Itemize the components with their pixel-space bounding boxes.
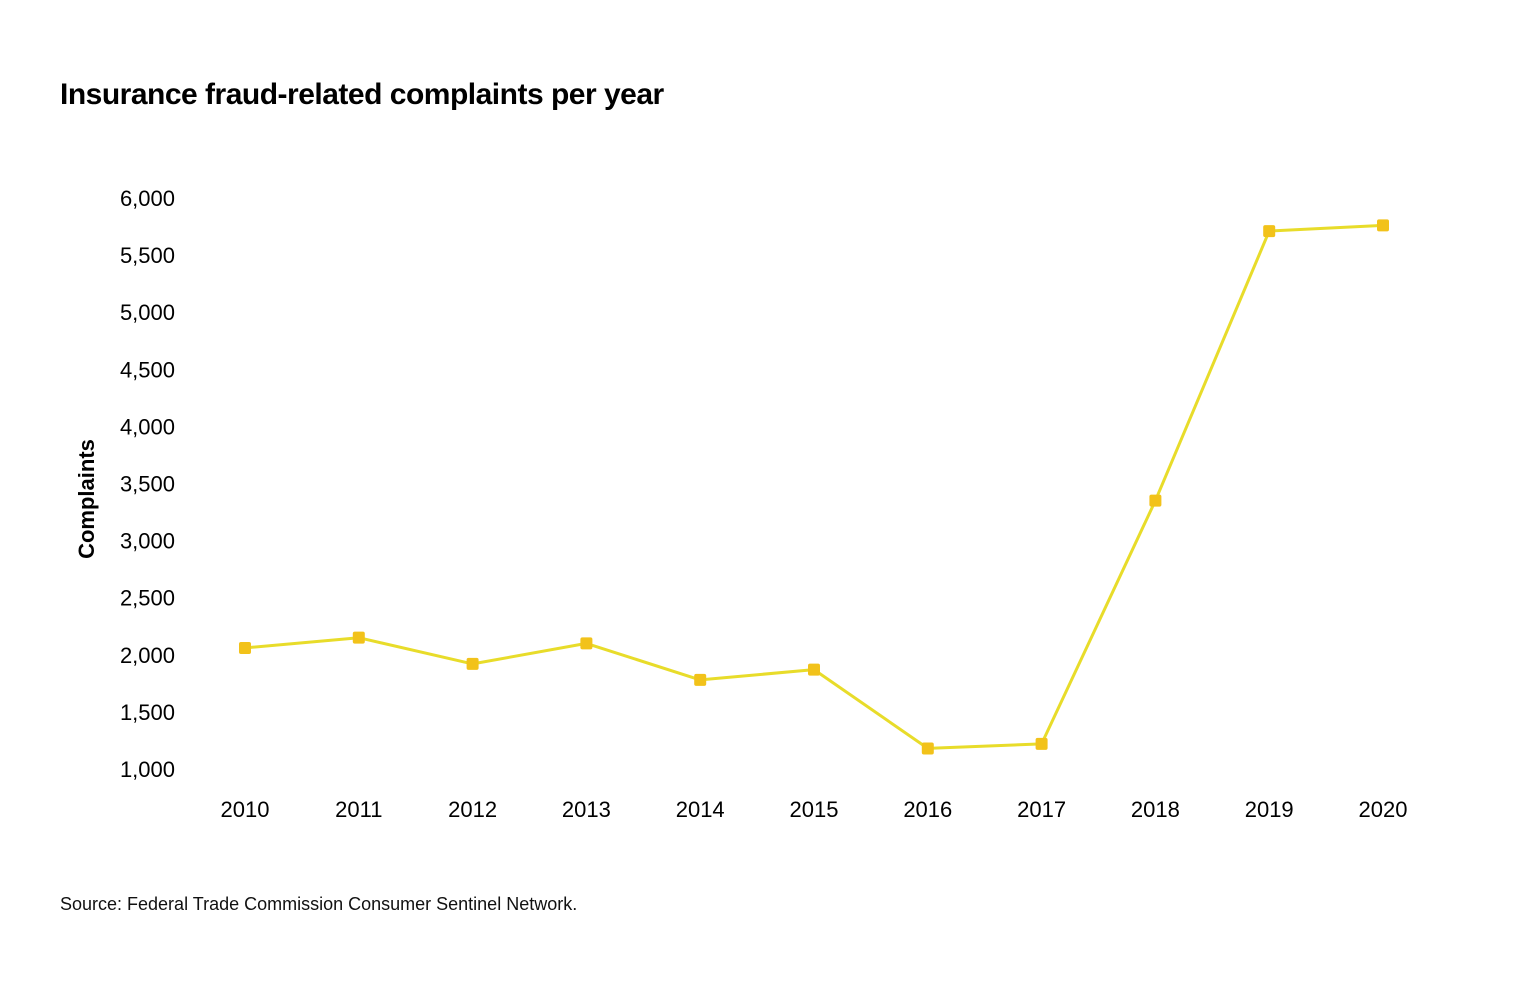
- data-point: [352, 631, 365, 644]
- y-tick-label: 5,500: [120, 243, 175, 268]
- y-tick-label: 4,500: [120, 357, 175, 382]
- y-tick-label: 1,500: [120, 700, 175, 725]
- y-tick-label: 4,000: [120, 414, 175, 439]
- chart-title: Insurance fraud-related complaints per y…: [60, 78, 664, 111]
- y-tick-label: 1,000: [120, 757, 175, 782]
- x-tick-label: 2015: [790, 797, 839, 822]
- data-point: [921, 742, 934, 755]
- series-group: [239, 219, 1389, 755]
- data-point: [1035, 737, 1048, 750]
- x-tick-label: 2012: [448, 797, 497, 822]
- data-point: [466, 657, 479, 670]
- data-point: [694, 673, 707, 686]
- data-point: [1149, 494, 1162, 507]
- x-tick-label: 2019: [1245, 797, 1294, 822]
- y-tick-label: 3,500: [120, 472, 175, 497]
- x-tick-label: 2011: [335, 797, 382, 822]
- data-point: [808, 663, 820, 676]
- y-tick-label: 2,000: [120, 643, 175, 668]
- x-axis-ticks: 2010 2011 2012 2013 2014 2015 2016 2017 2018 2019…: [221, 797, 1408, 822]
- data-point: [580, 637, 593, 650]
- x-tick-label: 2014: [676, 797, 725, 822]
- x-tick-label: 2016: [903, 797, 952, 822]
- source-note: Source: Federal Trade Commission Consume…: [60, 894, 578, 914]
- x-tick-label: 2010: [221, 797, 270, 822]
- y-tick-label: 2,500: [120, 586, 175, 611]
- y-tick-label: 5,000: [120, 300, 175, 325]
- data-point: [1263, 225, 1276, 238]
- y-tick-label: 3,000: [120, 529, 175, 554]
- x-tick-label: 2013: [562, 797, 611, 822]
- data-point: [1377, 219, 1389, 232]
- y-axis-label: Complaints: [74, 439, 99, 559]
- y-tick-label: 6,000: [120, 186, 175, 211]
- x-tick-label: 2018: [1131, 797, 1180, 822]
- x-tick-label: 2017: [1017, 797, 1066, 822]
- data-point: [239, 641, 251, 654]
- x-tick-label: 2020: [1359, 797, 1408, 822]
- y-axis-ticks: 1,000 1,500 2,000 2,500 3,000 3,500 4,000 4,500…: [120, 186, 175, 782]
